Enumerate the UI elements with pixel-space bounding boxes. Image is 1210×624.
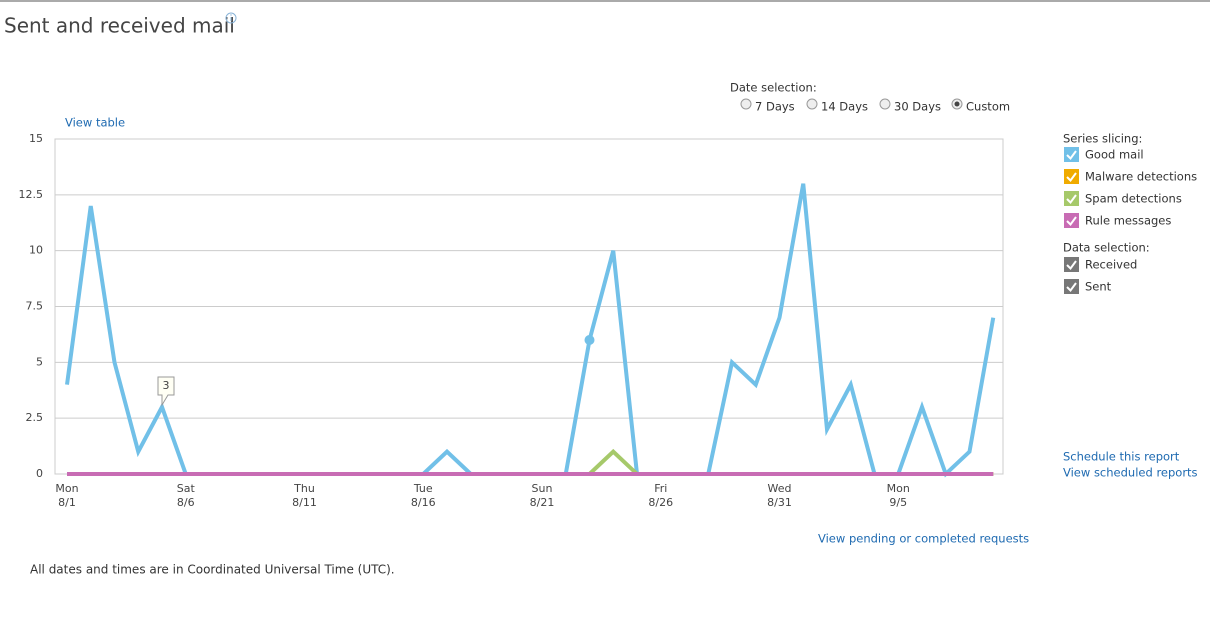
check-mark bbox=[1066, 260, 1077, 271]
pending-link[interactable]: View pending or completed requests bbox=[818, 532, 1029, 546]
radio-label[interactable]: Custom bbox=[966, 100, 1010, 114]
info-icon[interactable] bbox=[225, 12, 237, 24]
checkbox[interactable] bbox=[1064, 257, 1079, 272]
x-tick-label: 8/21 bbox=[530, 496, 555, 509]
x-tick-label: Mon bbox=[55, 482, 78, 495]
scheduled-link[interactable]: View scheduled reports bbox=[1063, 466, 1198, 480]
x-tick-label: Sun bbox=[532, 482, 553, 495]
footer-note: All dates and times are in Coordinated U… bbox=[30, 563, 395, 577]
checkbox[interactable] bbox=[1064, 279, 1079, 294]
x-tick-label: Mon bbox=[887, 482, 910, 495]
tooltip-box bbox=[157, 376, 175, 407]
y-tick-label: 12.5 bbox=[19, 188, 44, 201]
data-selection: Received Sent bbox=[1064, 257, 1137, 294]
legend-label: Spam detections bbox=[1085, 192, 1182, 206]
radio-label[interactable]: 7 Days bbox=[755, 100, 795, 114]
data-selection-label: Data selection: bbox=[1063, 241, 1150, 255]
schedule-link[interactable]: Schedule this report bbox=[1063, 450, 1180, 464]
check-mark bbox=[1066, 216, 1077, 227]
series-line bbox=[65, 183, 996, 478]
y-tick-label: 5 bbox=[36, 355, 43, 368]
date-selection-label: Date selection: bbox=[730, 81, 817, 95]
y-tick-label: 0 bbox=[36, 467, 43, 480]
legend-label: Rule messages bbox=[1085, 214, 1171, 228]
data-selection-item: Received bbox=[1085, 258, 1137, 272]
check-mark bbox=[1066, 150, 1077, 161]
x-tick-label: 8/6 bbox=[177, 496, 195, 509]
radio-label[interactable]: 30 Days bbox=[894, 100, 941, 114]
page-title: Sent and received mail bbox=[4, 14, 235, 38]
x-tick-label: 8/16 bbox=[411, 496, 436, 509]
legend: Good mail Malware detections Spam detectio… bbox=[1064, 147, 1197, 228]
checkbox[interactable] bbox=[1064, 213, 1079, 228]
x-tick-label: 8/11 bbox=[292, 496, 317, 509]
check-mark bbox=[1066, 282, 1077, 293]
legend-label: Malware detections bbox=[1085, 170, 1197, 184]
radio[interactable] bbox=[740, 98, 752, 110]
radio-label[interactable]: 14 Days bbox=[821, 100, 868, 114]
legend-label: Good mail bbox=[1085, 148, 1144, 162]
x-tick-label: 8/26 bbox=[648, 496, 673, 509]
y-tick-label: 15 bbox=[29, 132, 43, 145]
radio[interactable] bbox=[879, 98, 891, 110]
date-radios: 7 Days 14 Days 30 Days Custom bbox=[740, 98, 1010, 114]
data-selection-item: Sent bbox=[1085, 280, 1112, 294]
radio-dot bbox=[954, 101, 960, 107]
check-mark bbox=[1066, 172, 1077, 183]
checkbox[interactable] bbox=[1064, 169, 1079, 184]
series-slicing-label: Series slicing: bbox=[1063, 132, 1142, 146]
checkbox[interactable] bbox=[1064, 191, 1079, 206]
x-tick-label: Fri bbox=[654, 482, 667, 495]
x-tick-label: 8/31 bbox=[767, 496, 792, 509]
series-line bbox=[67, 448, 994, 476]
tooltip-value: 3 bbox=[163, 379, 170, 392]
plot: 02.557.51012.515Mon8/1Sat8/6Thu8/11Tue8/… bbox=[19, 132, 1003, 509]
check-mark bbox=[1066, 194, 1077, 205]
x-tick-label: 9/5 bbox=[889, 496, 907, 509]
hover-dot bbox=[584, 335, 595, 345]
x-tick-label: Sat bbox=[177, 482, 196, 495]
checkbox[interactable] bbox=[1064, 147, 1079, 162]
x-tick-label: Tue bbox=[413, 482, 433, 495]
y-tick-label: 10 bbox=[29, 244, 43, 257]
x-tick-label: 8/1 bbox=[58, 496, 76, 509]
y-tick-label: 7.5 bbox=[26, 300, 44, 313]
view-table-link[interactable]: View table bbox=[65, 116, 125, 130]
x-tick-label: Wed bbox=[768, 482, 792, 495]
x-tick-label: Thu bbox=[293, 482, 315, 495]
radio[interactable] bbox=[806, 98, 818, 110]
y-tick-label: 2.5 bbox=[26, 411, 44, 424]
